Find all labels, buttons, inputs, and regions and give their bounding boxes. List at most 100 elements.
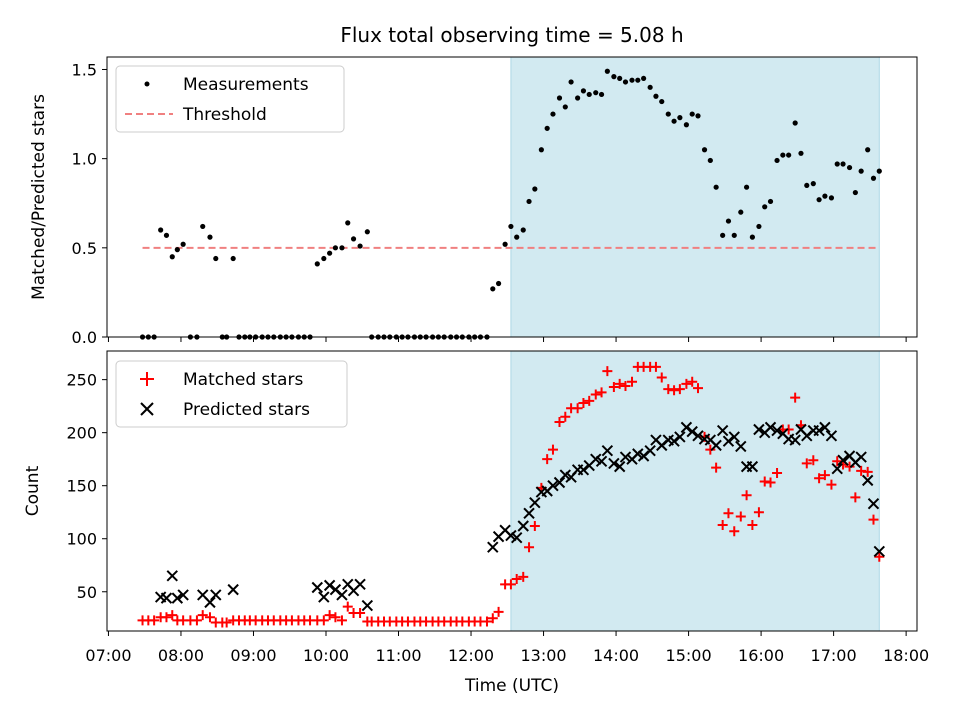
top-legend: Measurements Threshold <box>115 65 345 133</box>
measurement-point <box>665 111 671 117</box>
matched-star-point <box>674 384 685 395</box>
matched-star-point <box>547 444 558 455</box>
matched-star-point <box>505 579 516 590</box>
x-tick-label: 11:00 <box>375 646 421 665</box>
matched-star-point <box>790 392 801 403</box>
top-legend-box <box>115 65 345 133</box>
matched-star-point <box>868 514 879 525</box>
measurement-point <box>858 168 864 174</box>
matched-star-point <box>572 403 583 414</box>
matched-star-point <box>318 615 329 626</box>
matched-star-point <box>663 384 674 395</box>
bottom-observing-shade <box>510 350 880 632</box>
matched-star-point <box>801 458 812 469</box>
matched-star-point <box>602 366 613 377</box>
matched-star-point <box>656 372 667 383</box>
matched-star-point <box>197 610 208 621</box>
measurement-point <box>713 184 719 190</box>
predicted-star-point <box>753 423 765 436</box>
matched-star-point <box>772 467 783 478</box>
measurement-point <box>617 75 623 82</box>
measurement-point <box>653 93 659 99</box>
measurement-point <box>689 111 695 117</box>
x-tick-label: 07:00 <box>85 646 131 665</box>
measurement-point <box>350 236 357 242</box>
predicted-star-point <box>523 507 535 519</box>
top-y-tick-label: 1.5 <box>72 60 97 79</box>
matched-star-point <box>529 521 540 531</box>
top-plot-frame <box>106 56 918 338</box>
measurement-point <box>683 122 690 128</box>
predicted-star-point <box>831 463 843 475</box>
predicted-star-point <box>813 424 825 437</box>
measurement-point <box>357 243 363 249</box>
predicted-star-point <box>608 457 620 470</box>
predicted-star-point <box>668 435 680 447</box>
matched-star-point <box>693 383 704 394</box>
predicted-star-point <box>160 592 173 604</box>
predicted-star-point <box>855 451 867 463</box>
matched-star-point <box>542 454 553 465</box>
predicted-star-point <box>686 425 698 438</box>
measurement-point <box>635 77 641 83</box>
measurement-point <box>526 198 532 205</box>
predicted-star-point <box>716 424 729 437</box>
measurement-point <box>200 223 206 230</box>
predicted-star-point <box>674 431 686 443</box>
measurement-point <box>629 77 635 83</box>
matched-star-point <box>753 507 764 518</box>
predicted-star-point <box>595 455 608 468</box>
measurement-point <box>327 250 333 256</box>
predicted-star-point <box>789 434 801 446</box>
matched-star-point <box>681 378 692 389</box>
matched-star-point <box>850 492 861 503</box>
measurement-point <box>520 227 526 233</box>
bottom-plot-frame <box>106 350 918 632</box>
predicted-star-point <box>735 440 747 453</box>
bottom-panel: 07:00 08:00 09:00 10:00 11:00 12:00 13:00 14:00… <box>23 350 929 696</box>
measurement-point <box>671 118 677 124</box>
measurement-point <box>508 223 514 230</box>
matched-star-point <box>524 542 535 553</box>
legend-measurements-marker <box>144 81 150 87</box>
chart-title: Flux total observing time = 5.08 h <box>340 23 683 47</box>
matched-star-point <box>590 389 601 400</box>
measurement-point <box>647 84 653 90</box>
matched-star-point <box>687 376 698 387</box>
matched-star-point <box>826 479 837 490</box>
matched-star-point <box>149 615 160 626</box>
predicted-star-point <box>819 421 831 434</box>
measurement-point <box>568 79 574 85</box>
matched-star-point <box>511 574 522 585</box>
measurement-point <box>707 157 713 164</box>
top-y-tick-label: 1.0 <box>72 150 97 169</box>
bottom-y-tick-label: 150 <box>66 477 97 496</box>
matched-star-point <box>596 387 607 398</box>
predicted-star-point <box>361 599 374 612</box>
predicted-star-point <box>722 435 735 447</box>
measurement-point <box>798 150 804 156</box>
matched-star-point <box>819 470 830 481</box>
predicted-star-point <box>166 570 178 582</box>
matched-star-point <box>874 551 885 562</box>
measurement-point <box>767 198 774 205</box>
measurement-point <box>163 232 170 238</box>
measurement-point <box>780 152 786 158</box>
measurement-point <box>786 152 792 158</box>
measurement-point <box>490 286 496 292</box>
predicted-star-point <box>227 583 239 596</box>
predicted-star-point <box>204 596 216 609</box>
matched-star-point <box>493 606 504 617</box>
measurement-point <box>743 184 750 190</box>
measurement-point <box>580 88 587 94</box>
matched-star-point <box>221 617 232 628</box>
bottom-y-tick-label: 50 <box>77 583 97 602</box>
predicted-star-point <box>746 460 759 473</box>
measurement-point <box>701 147 708 153</box>
x-tick-label: 09:00 <box>230 646 276 665</box>
matched-star-point <box>487 613 498 624</box>
measurement-point <box>550 111 556 117</box>
top-panel: 0.0 0.5 1.0 1.5 Matched/Predicted stars Mea… <box>29 56 918 347</box>
measurement-point <box>720 232 726 238</box>
measurement-point <box>749 234 755 240</box>
